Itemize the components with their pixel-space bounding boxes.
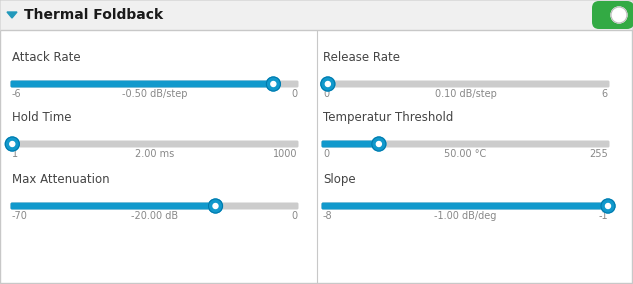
Circle shape xyxy=(213,204,218,208)
Text: 50.00 °C: 50.00 °C xyxy=(444,149,487,159)
Text: 1000: 1000 xyxy=(272,149,297,159)
Circle shape xyxy=(606,204,610,208)
Text: Attack Rate: Attack Rate xyxy=(12,51,80,64)
Text: Hold Time: Hold Time xyxy=(12,111,72,124)
Text: -0.50 dB/step: -0.50 dB/step xyxy=(122,89,187,99)
Circle shape xyxy=(372,137,386,151)
FancyBboxPatch shape xyxy=(322,202,610,210)
Text: 0.10 dB/step: 0.10 dB/step xyxy=(435,89,496,99)
Circle shape xyxy=(5,137,19,151)
Text: 0: 0 xyxy=(291,211,297,221)
Circle shape xyxy=(9,141,15,147)
FancyBboxPatch shape xyxy=(11,141,299,147)
Text: 0: 0 xyxy=(323,149,329,159)
Text: -6: -6 xyxy=(12,89,22,99)
Circle shape xyxy=(271,82,276,87)
Text: 6: 6 xyxy=(602,89,608,99)
Polygon shape xyxy=(7,12,17,18)
Text: 0: 0 xyxy=(323,89,329,99)
FancyBboxPatch shape xyxy=(11,80,275,87)
Circle shape xyxy=(325,82,330,87)
Text: 0: 0 xyxy=(291,89,297,99)
Text: 255: 255 xyxy=(589,149,608,159)
Text: 1: 1 xyxy=(12,149,18,159)
Text: -70: -70 xyxy=(12,211,28,221)
Circle shape xyxy=(266,77,280,91)
Text: Thermal Foldback: Thermal Foldback xyxy=(24,8,163,22)
FancyBboxPatch shape xyxy=(322,80,610,87)
FancyBboxPatch shape xyxy=(322,80,329,87)
FancyBboxPatch shape xyxy=(322,141,380,147)
FancyBboxPatch shape xyxy=(11,80,299,87)
Text: -8: -8 xyxy=(323,211,332,221)
Text: 2.00 ms: 2.00 ms xyxy=(135,149,174,159)
Circle shape xyxy=(208,199,222,213)
Circle shape xyxy=(611,7,627,23)
FancyBboxPatch shape xyxy=(11,202,217,210)
Text: -1: -1 xyxy=(598,211,608,221)
FancyBboxPatch shape xyxy=(322,202,610,210)
Circle shape xyxy=(321,77,335,91)
Text: Max Attenuation: Max Attenuation xyxy=(12,173,110,186)
FancyBboxPatch shape xyxy=(11,202,299,210)
FancyBboxPatch shape xyxy=(592,1,633,29)
FancyBboxPatch shape xyxy=(1,1,632,30)
Text: Release Rate: Release Rate xyxy=(323,51,400,64)
Circle shape xyxy=(377,141,381,147)
Text: -1.00 dB/deg: -1.00 dB/deg xyxy=(434,211,497,221)
Text: Slope: Slope xyxy=(323,173,356,186)
FancyBboxPatch shape xyxy=(322,141,610,147)
Text: Temperatur Threshold: Temperatur Threshold xyxy=(323,111,453,124)
Circle shape xyxy=(601,199,615,213)
Text: -20.00 dB: -20.00 dB xyxy=(131,211,178,221)
